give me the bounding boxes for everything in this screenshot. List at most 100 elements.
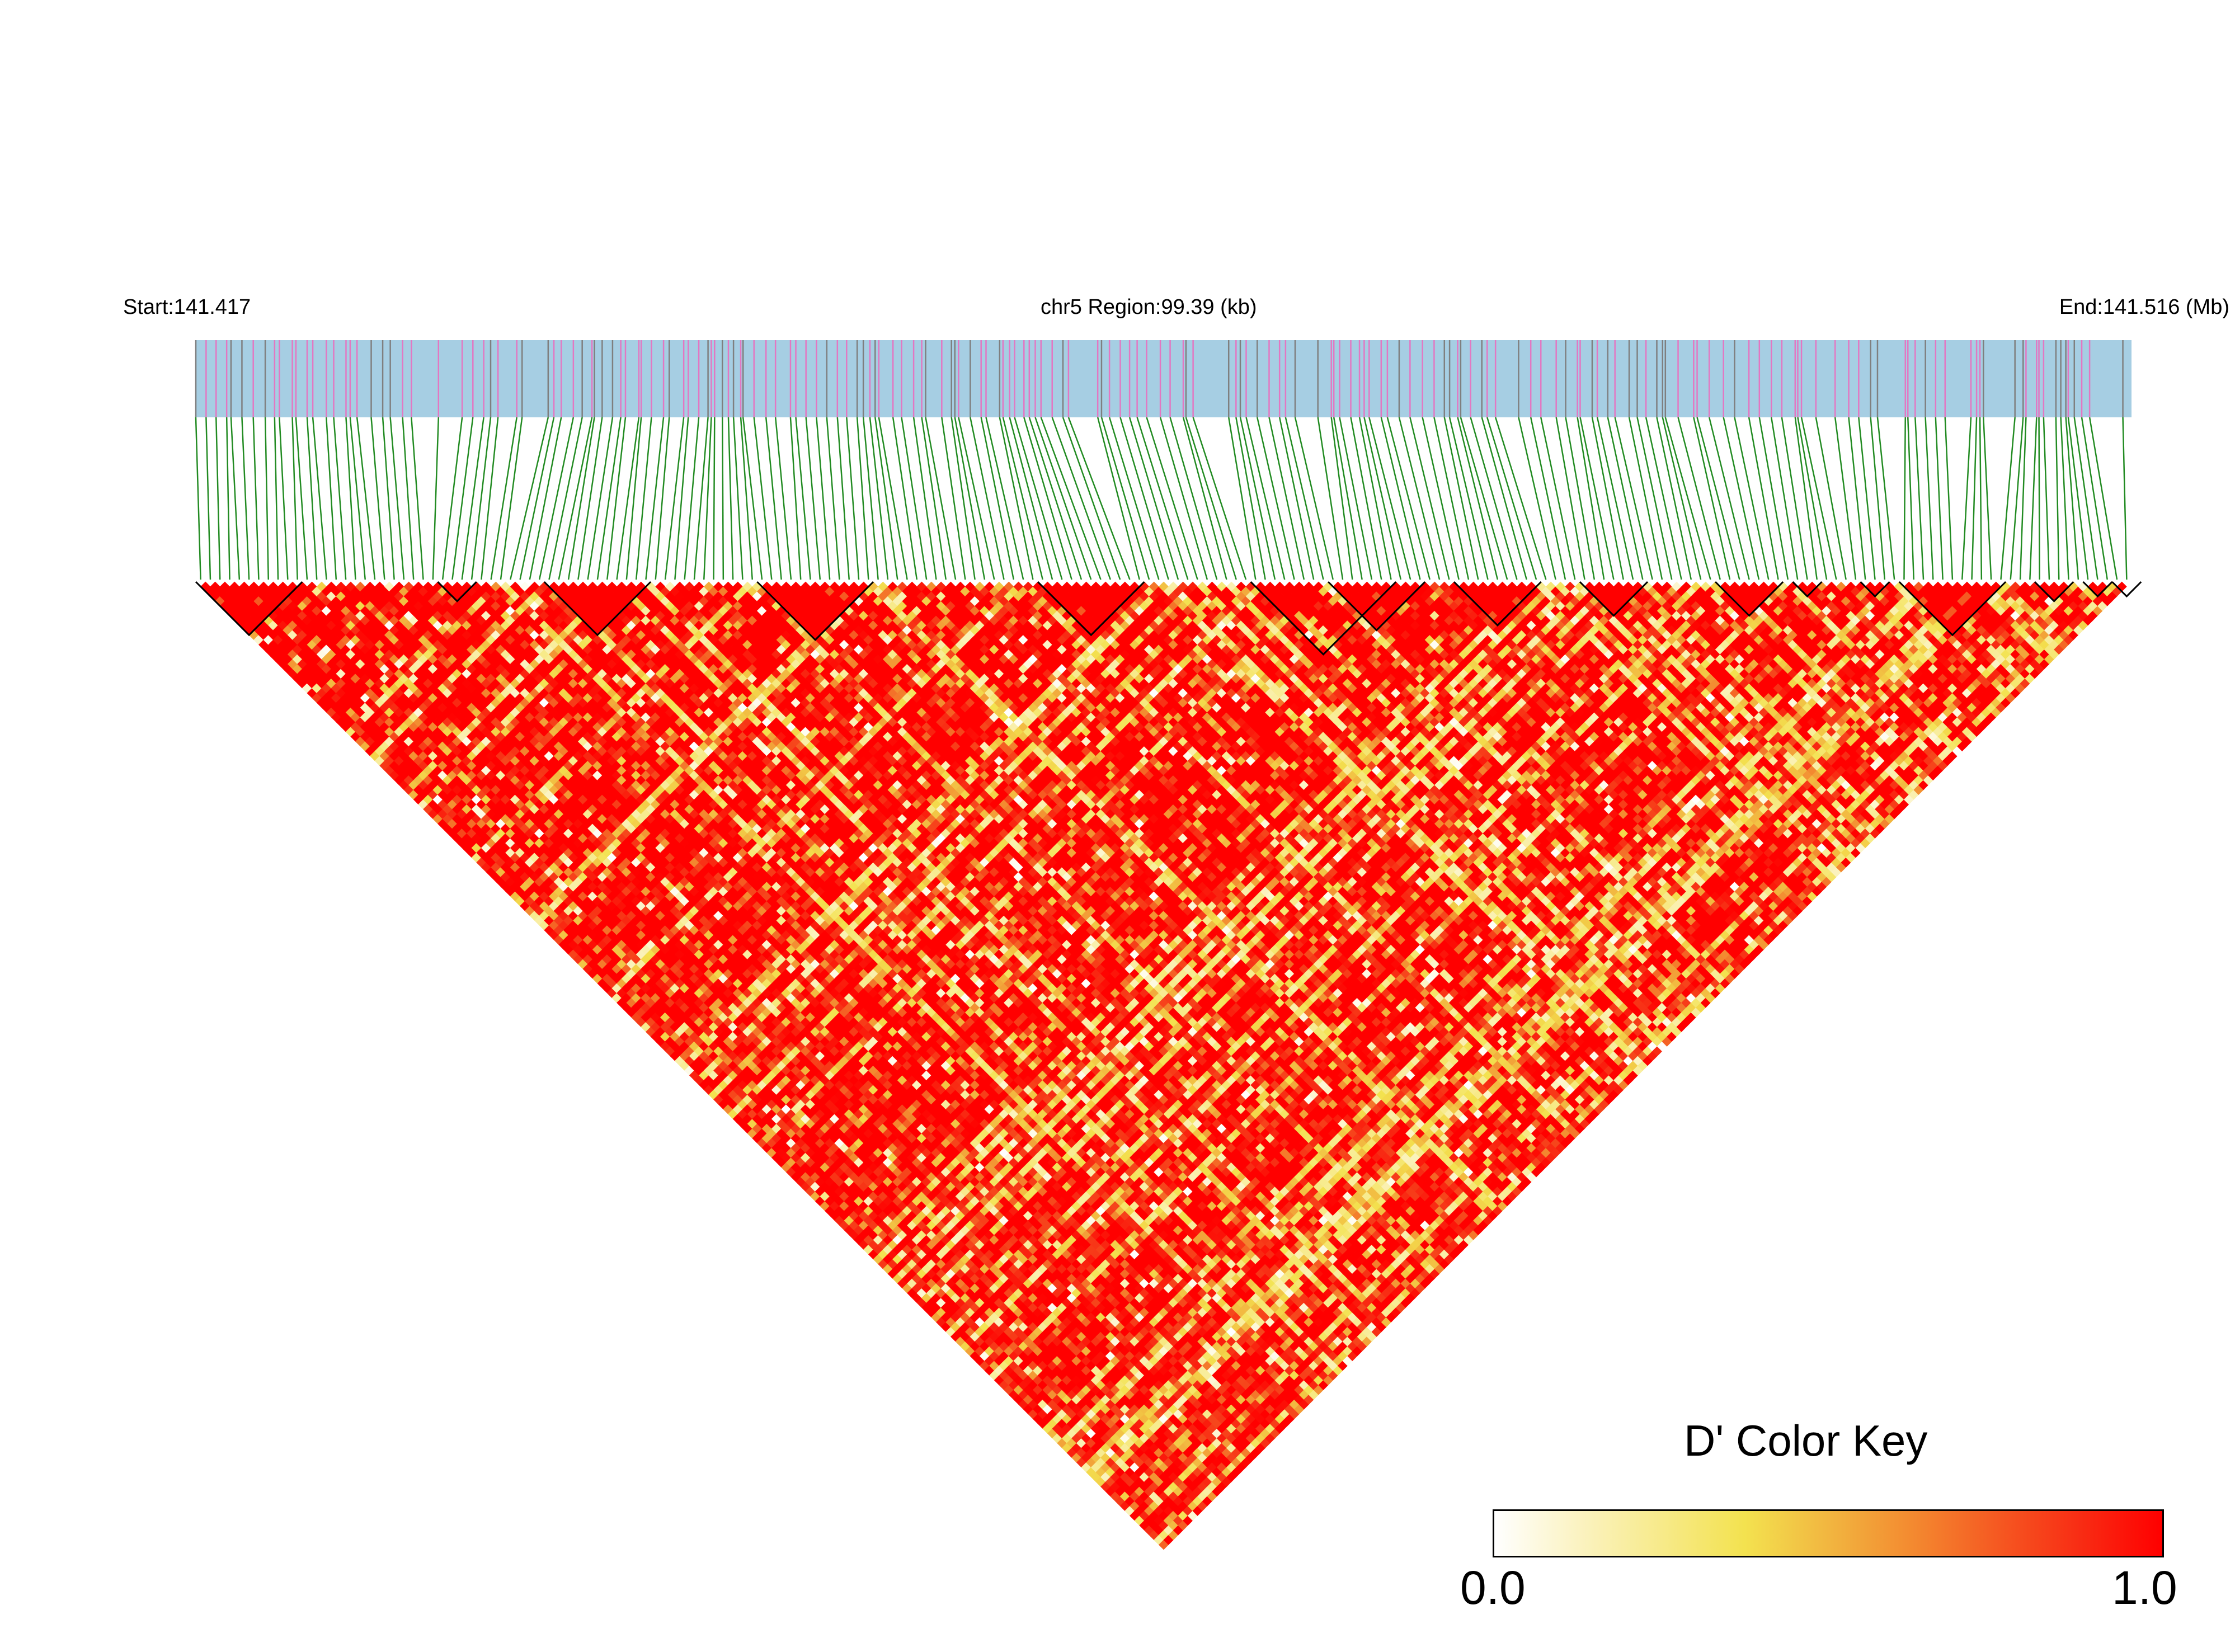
snp-connector: [451, 417, 474, 580]
snp-connector: [954, 417, 986, 580]
snp-connector: [1734, 417, 1770, 580]
snp-connector: [2038, 417, 2040, 580]
snp-connector: [1119, 417, 1169, 580]
region-end-label: End:141.516 (Mb): [2059, 295, 2229, 319]
snp-connector: [1108, 417, 1160, 580]
snp-connector: [753, 417, 773, 580]
snp-connector: [470, 417, 492, 580]
snp-connector: [1961, 417, 1972, 580]
snp-connector: [2065, 417, 2079, 580]
snp-connector: [1368, 417, 1411, 580]
snp-connector: [326, 417, 337, 580]
snp-connector: [674, 417, 689, 580]
snp-connector: [1040, 417, 1102, 580]
snp-connector: [985, 417, 1024, 580]
snp-connector: [606, 417, 627, 580]
snp-connector: [441, 417, 463, 580]
snp-connector: [333, 417, 347, 580]
snp-connector: [2043, 417, 2050, 580]
snp-connector: [684, 417, 700, 580]
snp-connector: [941, 417, 966, 580]
snp-connector: [1540, 417, 1576, 580]
snp-connector: [740, 417, 753, 580]
snp-connector: [345, 417, 356, 580]
snp-connector: [1481, 417, 1527, 580]
snp-connector: [1935, 417, 1944, 580]
snp-connector: [826, 417, 840, 580]
snp-connector: [1858, 417, 1876, 580]
snp-connector: [1518, 417, 1556, 580]
snp-connector: [538, 417, 575, 580]
snp-connector: [1971, 417, 1978, 580]
snp-connector: [1723, 417, 1760, 580]
snp-connector: [1834, 417, 1857, 580]
snp-connector: [2073, 417, 2098, 580]
snp-connector: [2019, 417, 2027, 580]
snp-connector: [1097, 417, 1140, 580]
region-title: chr5 Region:99.39 (kb): [1041, 295, 1257, 319]
snp-connector: [2081, 417, 2108, 580]
snp-connector: [693, 417, 709, 580]
snp-connector: [230, 417, 241, 580]
snp-connector: [1380, 417, 1421, 580]
snp-connector: [970, 417, 1005, 580]
snp-connector: [1794, 417, 1818, 580]
snp-connector: [2088, 417, 2118, 580]
snp-connector: [1422, 417, 1460, 580]
snp-connector: [1028, 417, 1083, 580]
snp-connector: [1448, 417, 1489, 580]
snp-connector: [951, 417, 976, 580]
snp-connector: [490, 417, 517, 580]
snp-connector: [1235, 417, 1266, 580]
snp-connector: [1009, 417, 1053, 580]
snp-connector: [205, 417, 211, 580]
snp-connector: [1708, 417, 1750, 580]
snp-connector: [274, 417, 279, 580]
snp-connector: [869, 417, 889, 580]
snp-connector: [1169, 417, 1218, 580]
snp-connector: [892, 417, 918, 580]
snp-connector: [1596, 417, 1634, 580]
snp-connector: [742, 417, 763, 580]
snp-connector: [1062, 417, 1121, 580]
snp-connector: [1358, 417, 1392, 580]
snp-connector: [703, 417, 712, 580]
snp-connector: [655, 417, 670, 580]
snp-connector: [1800, 417, 1837, 580]
snp-connector: [795, 417, 811, 580]
snp-connector: [402, 417, 415, 580]
snp-connector: [432, 417, 440, 580]
snp-connector: [925, 417, 957, 580]
snp-connector: [481, 417, 499, 580]
snp-connector: [846, 417, 860, 580]
snp-connector: [1002, 417, 1043, 580]
snp-connector: [349, 417, 366, 580]
snp-connector: [1662, 417, 1702, 580]
snp-connector: [510, 417, 549, 580]
snp-connector: [1925, 417, 1934, 580]
snp-connector: [1758, 417, 1789, 580]
snp-connectors: [195, 417, 2128, 580]
snp-connector: [765, 417, 782, 580]
snp-connector: [2060, 417, 2069, 580]
snp-connector: [1067, 417, 1131, 580]
snp-connector: [411, 417, 424, 580]
snp-connector: [1386, 417, 1431, 580]
snp-connector: [1457, 417, 1499, 580]
snp-connector: [1278, 417, 1315, 580]
snp-connector: [1034, 417, 1092, 580]
snp-connector: [1664, 417, 1711, 580]
snp-connector: [279, 417, 289, 580]
snp-connector: [1268, 417, 1305, 580]
ld-triangle: [200, 581, 2127, 1550]
snp-connector: [2029, 417, 2038, 580]
snp-connector: [645, 417, 665, 580]
snp-connector: [862, 417, 879, 580]
snp-connector: [2010, 417, 2024, 580]
snp-connector: [774, 417, 792, 580]
snp-connector: [519, 417, 555, 580]
snp-connector: [1903, 417, 1907, 580]
snp-connector: [980, 417, 1015, 580]
snp-connector: [1182, 417, 1227, 580]
snp-connector: [874, 417, 898, 580]
